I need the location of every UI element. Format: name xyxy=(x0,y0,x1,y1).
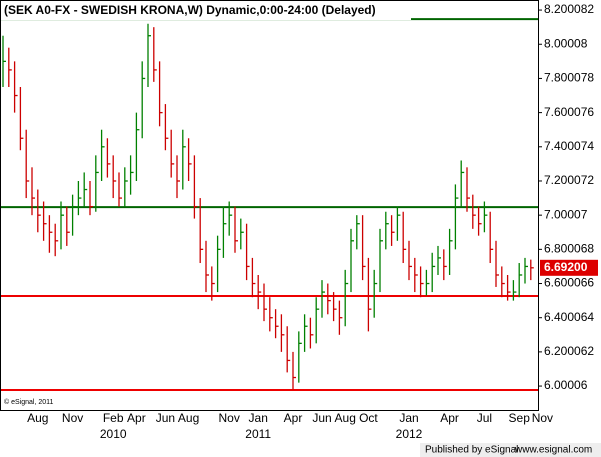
y-tick-label: 7.400074 xyxy=(544,139,594,153)
y-tick-label: 6.400064 xyxy=(544,310,594,324)
x-tick-label: Jan xyxy=(399,411,418,425)
x-tick-label: Oct xyxy=(359,411,378,425)
x-tick-label: Feb xyxy=(103,411,124,425)
x-tick-label: Jun xyxy=(312,411,331,425)
x-tick-label: Jun xyxy=(156,411,175,425)
x-tick-label: Jan xyxy=(249,411,268,425)
y-tick-label: 6.600066 xyxy=(544,276,594,290)
y-tick-label: 6.00006 xyxy=(544,378,588,392)
x-tick-label: Aug xyxy=(178,411,199,425)
x-year-label: 2011 xyxy=(245,427,271,441)
x-tick-label: Nov xyxy=(219,411,240,425)
plot-frame xyxy=(0,0,539,411)
footer-right: www.esignal.com xyxy=(514,445,592,456)
x-tick-label: Apr xyxy=(284,411,303,425)
plot xyxy=(1,18,538,392)
y-tick-label: 7.200072 xyxy=(544,173,594,187)
last-price-label: 6.69200 xyxy=(544,260,588,274)
footer-left: Published by eSignal xyxy=(425,445,518,456)
last-price-box xyxy=(540,259,598,276)
x-tick-label: Nov xyxy=(62,411,83,425)
chart-title: (SEK A0-FX - SWEDISH KRONA,W) Dynamic,0:… xyxy=(4,3,376,17)
x-tick-label: Aug xyxy=(27,411,48,425)
y-tick-label: 6.200062 xyxy=(544,344,594,358)
x-year-label: 2010 xyxy=(100,427,127,441)
y-tick-label: 8.00008 xyxy=(544,36,588,50)
x-tick-label: Apr xyxy=(440,411,459,425)
x-tick-label: Jul xyxy=(477,411,492,425)
y-tick-label: 7.600076 xyxy=(544,105,594,119)
x-tick-label: Sep xyxy=(509,411,531,425)
x-tick-label: Nov xyxy=(532,411,553,425)
credit: © eSignal, 2011 xyxy=(4,398,54,406)
x-tick-label: Apr xyxy=(127,411,146,425)
y-tick-label: 8.200082 xyxy=(544,2,594,16)
footer-strip xyxy=(420,443,601,457)
y-tick-label: 6.800068 xyxy=(544,242,594,256)
x-tick-label: Aug xyxy=(335,411,356,425)
y-tick-label: 7.00007 xyxy=(544,207,588,221)
y-tick-label: 7.800078 xyxy=(544,71,594,85)
title-box xyxy=(1,1,411,20)
x-year-label: 2012 xyxy=(396,427,423,441)
